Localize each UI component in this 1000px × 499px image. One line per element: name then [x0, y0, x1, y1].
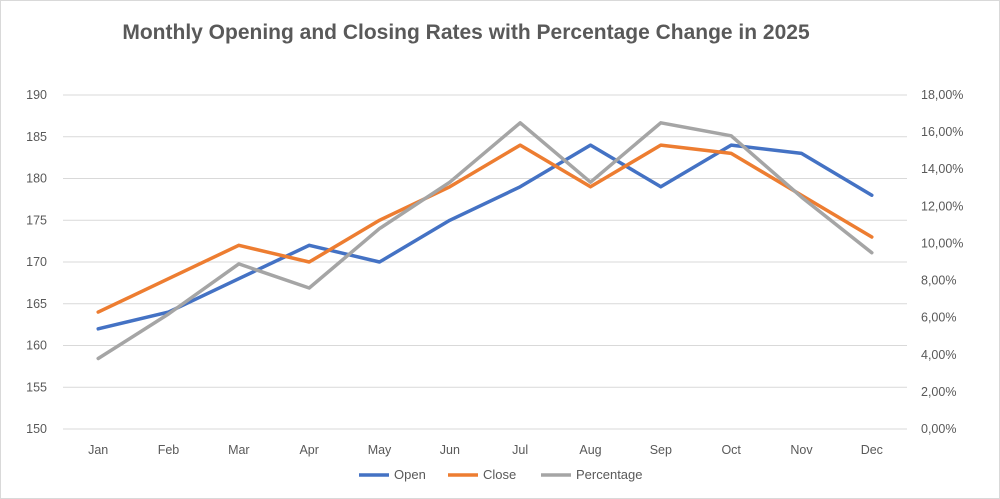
right-tick-label: 6,00% [921, 311, 956, 325]
left-tick-label: 190 [26, 88, 47, 102]
x-tick-label: May [368, 443, 392, 457]
right-tick-label: 12,00% [921, 199, 963, 213]
series-line-open [96, 143, 874, 331]
left-tick-label: 150 [26, 422, 47, 436]
right-tick-label: 10,00% [921, 236, 963, 250]
left-tick-label: 155 [26, 380, 47, 394]
left-tick-label: 160 [26, 339, 47, 353]
right-tick-label: 4,00% [921, 348, 956, 362]
x-tick-label: Jul [512, 443, 528, 457]
x-tick-label: Nov [790, 443, 813, 457]
x-axis: Jan Feb Mar Apr May Jun Jul Aug Sep Oct Nov Dec [88, 443, 883, 457]
left-tick-label: 175 [26, 213, 47, 227]
left-tick-label: 170 [26, 255, 47, 269]
x-tick-label: Mar [228, 443, 250, 457]
right-axis: 0,00% 2,00% 4,00% 6,00% 8,00% 10,00% 12,00% 14,… [921, 88, 963, 436]
x-tick-label: Dec [861, 443, 883, 457]
series-line-close [96, 143, 874, 314]
left-tick-label: 180 [26, 172, 47, 186]
right-tick-label: 8,00% [921, 274, 956, 288]
left-tick-label: 185 [26, 130, 47, 144]
series-lines [96, 121, 874, 361]
right-tick-label: 2,00% [921, 385, 956, 399]
series-line-percentage [96, 121, 874, 361]
legend-label-close: Close [483, 467, 516, 482]
left-tick-label: 165 [26, 297, 47, 311]
x-tick-label: Apr [299, 443, 318, 457]
x-tick-label: Sep [650, 443, 672, 457]
legend: Open Close Percentage [359, 467, 643, 482]
x-tick-label: Feb [158, 443, 180, 457]
legend-label-percentage: Percentage [576, 467, 643, 482]
right-tick-label: 0,00% [921, 422, 956, 436]
x-tick-label: Oct [721, 443, 741, 457]
chart-title: Monthly Opening and Closing Rates with P… [122, 21, 810, 44]
gridlines [63, 94, 907, 430]
x-tick-label: Aug [579, 443, 601, 457]
legend-label-open: Open [394, 467, 426, 482]
right-tick-label: 14,00% [921, 162, 963, 176]
x-tick-label: Jun [440, 443, 460, 457]
x-tick-label: Jan [88, 443, 108, 457]
left-axis: 150 155 160 165 170 175 180 185 190 [26, 88, 47, 436]
right-tick-label: 16,00% [921, 125, 963, 139]
right-tick-label: 18,00% [921, 88, 963, 102]
